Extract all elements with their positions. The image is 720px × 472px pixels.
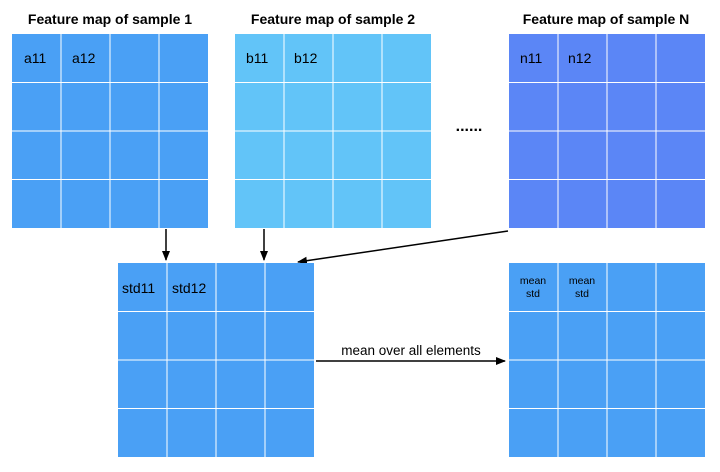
cell-a12: a12	[72, 50, 96, 66]
feature-map-sample-2: Feature map of sample 2 b11 b12	[235, 11, 431, 228]
result-map: mean std mean std	[509, 263, 705, 457]
feature-map-sample-2-title: Feature map of sample 2	[251, 11, 415, 27]
arrow-label: mean over all elements	[341, 343, 481, 358]
cell-std11: std11	[122, 280, 155, 296]
arrow-sample-n-to-std	[297, 230, 509, 265]
feature-map-sample-n: Feature map of sample N n11 n12	[509, 11, 705, 228]
cell-std12: std12	[172, 280, 206, 296]
cell-result-11-line1: mean	[520, 275, 546, 287]
cell-result-11-line2: std	[526, 288, 540, 300]
cell-result-12-line2: std	[575, 288, 589, 300]
feature-map-sample-1-title: Feature map of sample 1	[28, 11, 192, 27]
cell-n12: n12	[568, 50, 592, 66]
cell-b11: b11	[246, 50, 269, 66]
feature-map-sample-1: Feature map of sample 1 a11 a12	[12, 11, 208, 228]
feature-map-sample-n-title: Feature map of sample N	[523, 11, 690, 27]
ellipsis: ......	[456, 118, 483, 135]
cell-a11: a11	[24, 50, 47, 66]
cell-n11: n11	[520, 50, 543, 66]
cell-result-12-line1: mean	[569, 275, 595, 287]
cell-b12: b12	[294, 50, 318, 66]
std-map: std11 std12	[118, 263, 314, 457]
